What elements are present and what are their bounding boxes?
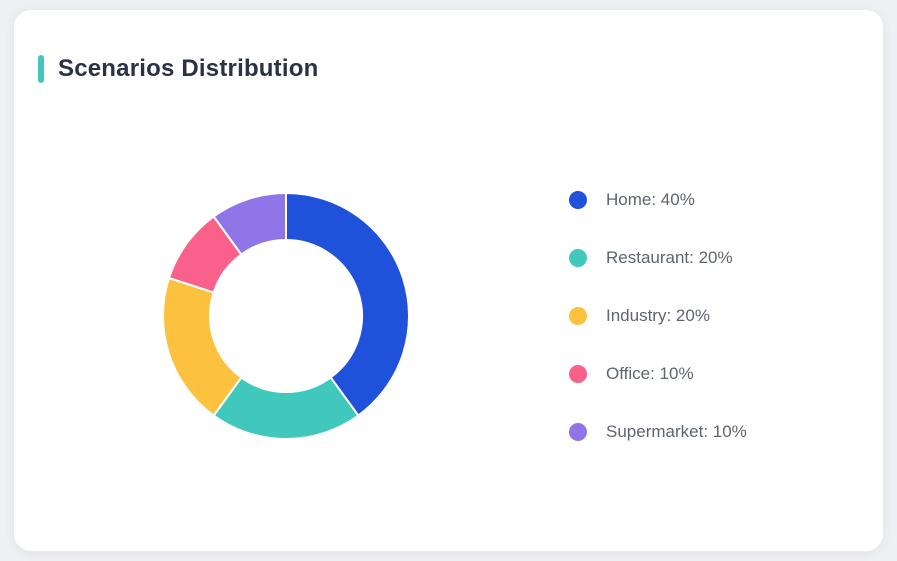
legend-item-industry[interactable]: Industry: 20%	[569, 306, 747, 326]
legend-label-supermarket: Supermarket: 10%	[606, 422, 747, 441]
legend-label-office: Office: 10%	[606, 364, 694, 383]
legend-dot-industry-icon	[569, 307, 587, 325]
donut-segment-supermarket[interactable]	[212, 192, 287, 256]
scenarios-distribution-card: Scenarios Distribution Home: 40% Restaur…	[13, 9, 884, 552]
legend-dot-office-icon	[569, 365, 587, 383]
legend-item-office[interactable]: Office: 10%	[569, 364, 747, 384]
legend-label-industry: Industry: 20%	[606, 306, 710, 325]
page-title: Scenarios Distribution	[58, 55, 319, 82]
donut-segment-industry[interactable]	[162, 276, 243, 417]
legend-item-supermarket[interactable]: Supermarket: 10%	[569, 422, 747, 442]
legend-item-home[interactable]: Home: 40%	[569, 190, 747, 210]
donut-segment-home[interactable]	[285, 192, 410, 417]
legend-dot-supermarket-icon	[569, 423, 587, 441]
card-header: Scenarios Distribution	[14, 10, 883, 85]
chart-area: Home: 40% Restaurant: 20% Industry: 20% …	[14, 190, 883, 442]
donut-chart[interactable]	[161, 191, 411, 441]
legend-label-home: Home: 40%	[606, 190, 695, 209]
legend-label-restaurant: Restaurant: 20%	[606, 248, 733, 267]
legend-dot-home-icon	[569, 191, 587, 209]
title-accent-bar	[38, 55, 44, 83]
legend-dot-restaurant-icon	[569, 249, 587, 267]
chart-legend: Home: 40% Restaurant: 20% Industry: 20% …	[569, 190, 747, 442]
legend-item-restaurant[interactable]: Restaurant: 20%	[569, 248, 747, 268]
